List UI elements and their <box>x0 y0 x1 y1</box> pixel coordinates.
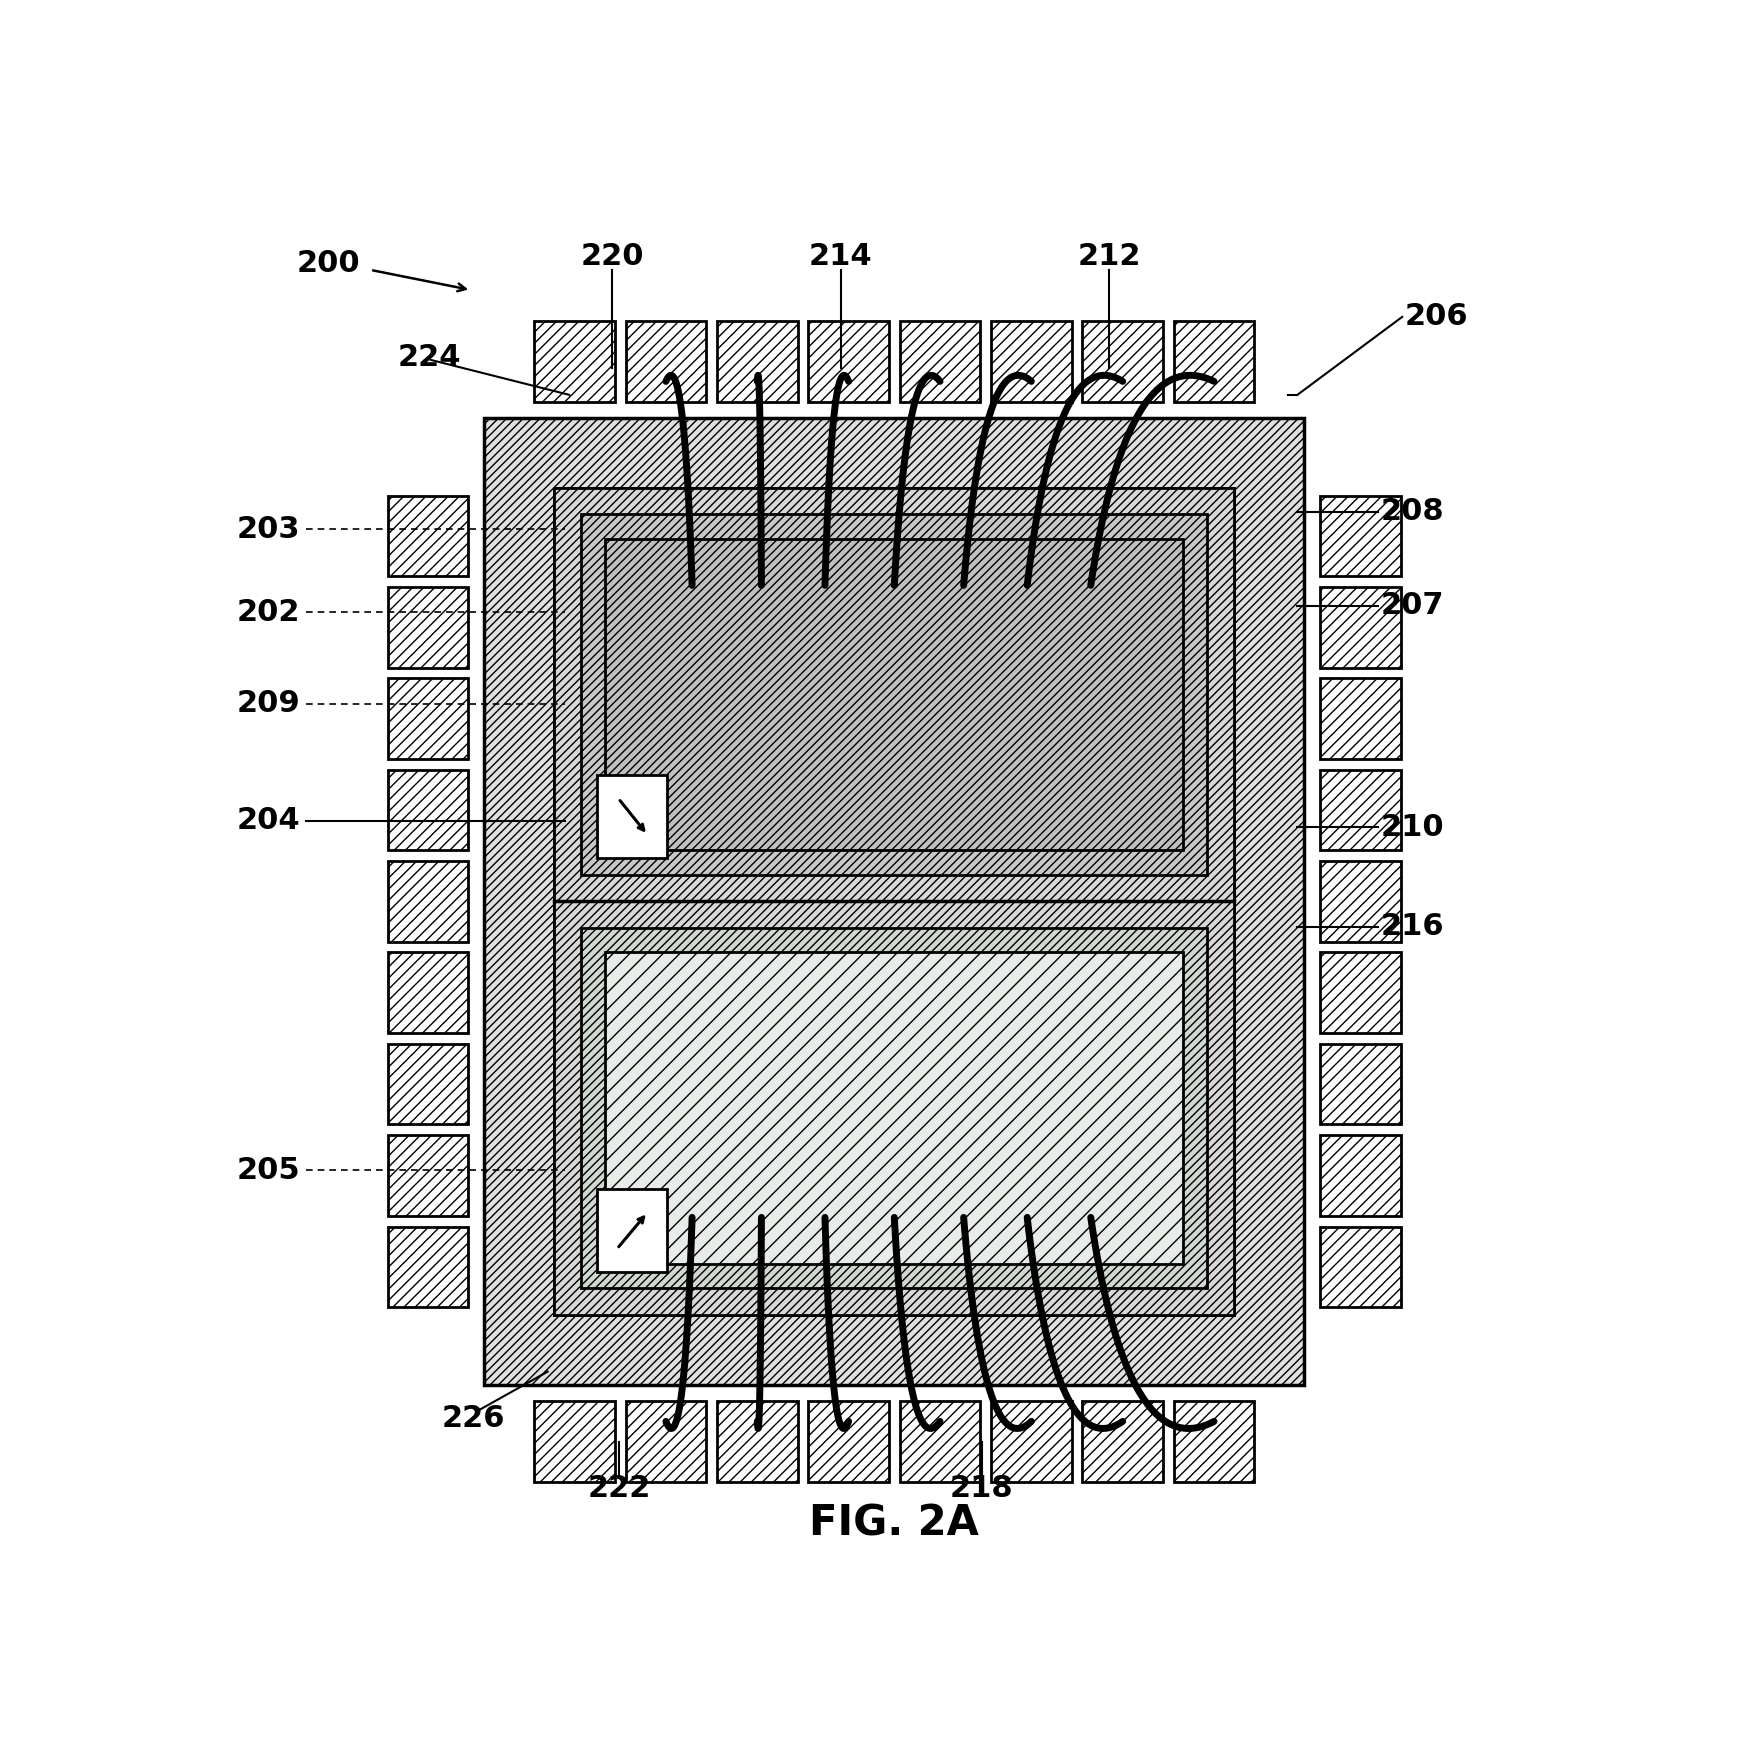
Bar <box>625 321 707 401</box>
Bar <box>581 928 1208 1288</box>
Text: FIG. 2A: FIG. 2A <box>810 1502 979 1544</box>
Bar <box>534 1401 614 1482</box>
Bar <box>555 487 1234 1316</box>
Bar <box>991 1401 1071 1482</box>
Text: 212: 212 <box>1078 243 1141 270</box>
Bar <box>991 321 1071 401</box>
Text: 226: 226 <box>441 1405 504 1433</box>
Bar <box>808 1401 888 1482</box>
Text: 205: 205 <box>237 1155 300 1185</box>
Bar <box>1321 1227 1401 1307</box>
Text: 220: 220 <box>581 243 644 270</box>
Bar <box>387 1136 468 1216</box>
Text: 216: 216 <box>1380 913 1445 941</box>
Bar <box>1321 1044 1401 1124</box>
Bar <box>387 1044 468 1124</box>
Bar <box>1082 321 1162 401</box>
Text: 224: 224 <box>398 342 461 372</box>
Bar <box>387 586 468 668</box>
Bar <box>900 1401 981 1482</box>
Bar <box>387 1227 468 1307</box>
Bar <box>387 860 468 942</box>
Bar <box>1174 321 1255 401</box>
Bar <box>485 417 1304 1386</box>
Bar <box>625 1401 707 1482</box>
Bar <box>387 679 468 759</box>
Bar <box>717 1401 797 1482</box>
Text: 209: 209 <box>237 689 300 719</box>
Bar <box>1321 1136 1401 1216</box>
Bar <box>387 770 468 850</box>
Text: 206: 206 <box>1405 302 1469 332</box>
Bar <box>387 953 468 1033</box>
Text: 203: 203 <box>237 515 300 544</box>
Text: 207: 207 <box>1380 592 1445 619</box>
Text: 204: 204 <box>237 806 300 836</box>
Bar <box>597 775 667 859</box>
Text: 214: 214 <box>808 243 872 270</box>
Text: 202: 202 <box>237 599 300 626</box>
Bar <box>555 487 1234 1316</box>
Bar <box>1321 586 1401 668</box>
Bar <box>387 496 468 576</box>
Bar <box>534 321 614 401</box>
Text: 210: 210 <box>1380 813 1445 843</box>
Text: 200: 200 <box>297 248 359 277</box>
Bar <box>1321 496 1401 576</box>
Text: 218: 218 <box>949 1475 1014 1502</box>
Bar <box>1082 1401 1162 1482</box>
Bar <box>900 321 981 401</box>
Bar <box>1321 679 1401 759</box>
Bar <box>1321 953 1401 1033</box>
Text: 222: 222 <box>586 1475 651 1502</box>
Bar <box>1321 860 1401 942</box>
Bar <box>1321 770 1401 850</box>
Bar <box>606 539 1183 850</box>
Bar <box>808 321 888 401</box>
Bar <box>1174 1401 1255 1482</box>
Bar <box>581 515 1208 874</box>
Bar <box>606 953 1183 1263</box>
Bar <box>717 321 797 401</box>
Bar <box>597 1188 667 1272</box>
Text: 208: 208 <box>1380 497 1445 527</box>
